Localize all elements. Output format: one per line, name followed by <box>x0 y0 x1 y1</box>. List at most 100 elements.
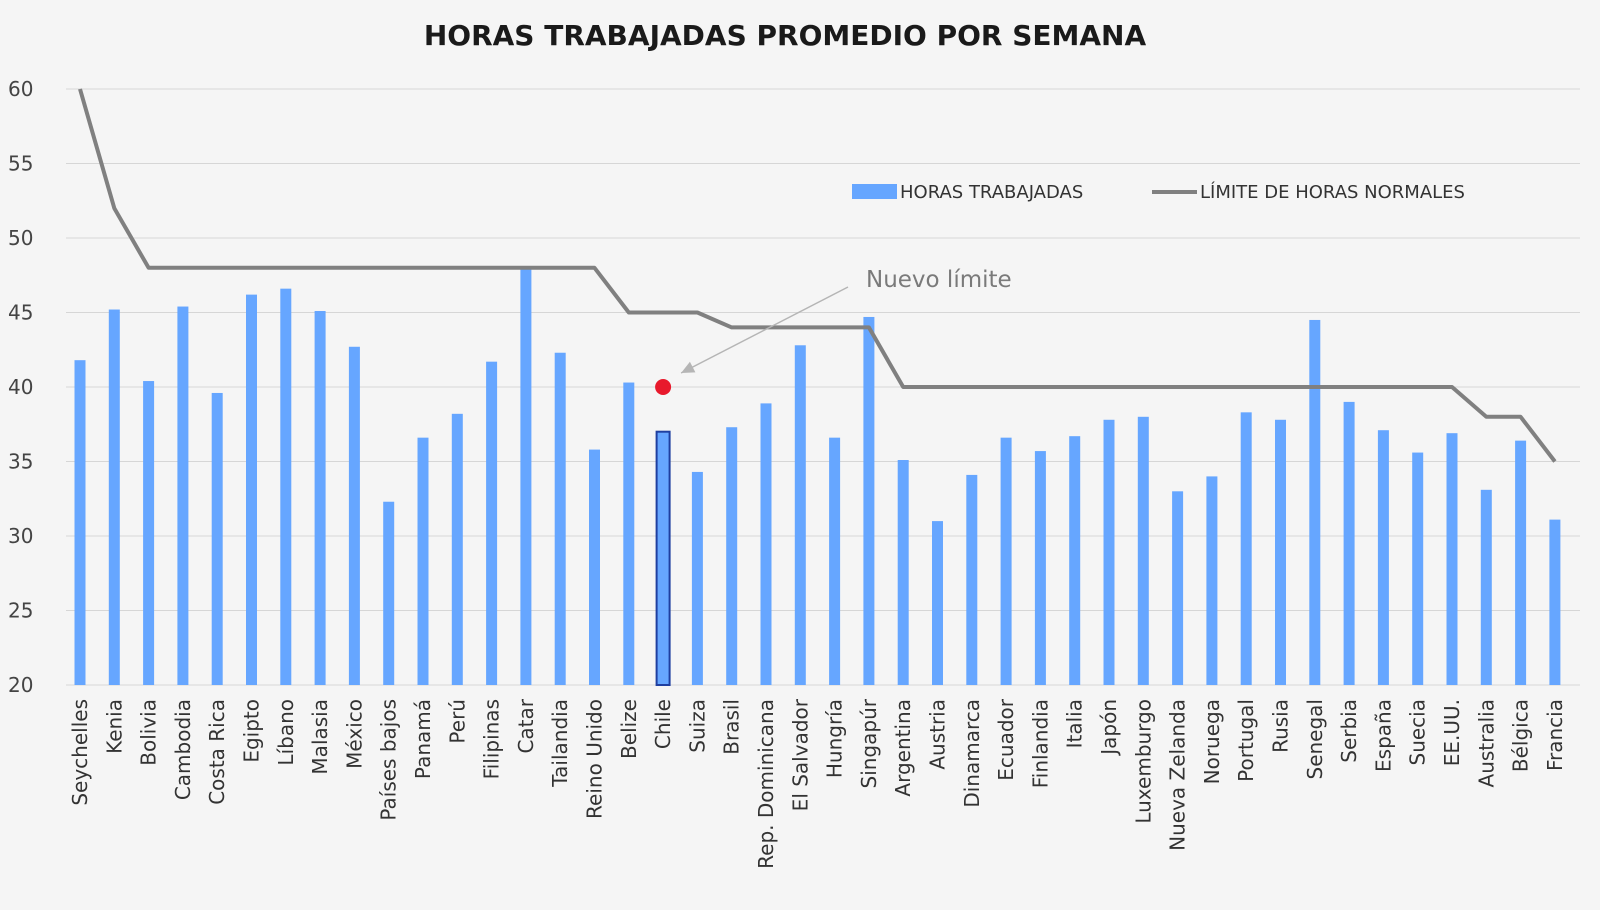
y-tick-label: 60 <box>8 77 33 101</box>
x-tick-label: Suiza <box>685 699 709 753</box>
x-tick-label: Seychelles <box>68 699 92 806</box>
limit-line <box>78 88 1557 463</box>
x-tick-label: Cambodia <box>171 699 195 800</box>
bar-suiza <box>691 471 703 685</box>
x-tick-label: Brasil <box>720 699 744 755</box>
bar-reino-unido <box>589 449 600 685</box>
x-tick-label: Bélgica <box>1509 699 1533 772</box>
bar-bélgica <box>1515 440 1527 685</box>
bar-seychelles <box>74 360 86 685</box>
bar-egipto <box>246 294 257 685</box>
bar-noruega <box>1206 476 1218 685</box>
x-tick-label: Serbia <box>1337 699 1361 763</box>
bars <box>74 267 1561 687</box>
bar-tailandia <box>554 352 566 685</box>
x-tick-label: Suecia <box>1406 699 1430 765</box>
x-tick-label: Líbano <box>274 699 298 766</box>
bar-suecia <box>1412 452 1424 685</box>
x-tick-label: Países bajos <box>377 699 401 821</box>
bar-belize <box>623 382 635 685</box>
annotation-arrowhead <box>681 361 696 373</box>
x-tick-label: Dinamarca <box>960 699 984 808</box>
x-tick-label: Luxemburgo <box>1131 699 1155 824</box>
x-tick-label: Francia <box>1543 699 1567 771</box>
bar-argentina <box>897 460 909 685</box>
x-tick-label: Kenia <box>102 699 126 754</box>
x-tick-label: Austria <box>926 699 950 770</box>
bar-ee-uu- <box>1446 433 1458 685</box>
bar-el-salvador <box>794 345 806 685</box>
x-tick-label: Catar <box>514 698 538 753</box>
legend-swatch-bars <box>852 184 897 199</box>
chart-title: HORAS TRABAJADAS PROMEDIO POR SEMANA <box>424 19 1147 52</box>
x-tick-label: Noruega <box>1200 699 1224 784</box>
x-tick-label: Nueva Zelanda <box>1166 699 1190 851</box>
bar-rusia <box>1275 419 1286 685</box>
bar-filipinas <box>486 361 498 685</box>
bar-chile <box>655 430 671 687</box>
legend: HORAS TRABAJADAS LÍMITE DE HORAS NORMALE… <box>852 181 1465 203</box>
x-axis: Seychelles Kenia Bolivia Cambodia Costa Rica… <box>68 698 1567 869</box>
bar-cambodia <box>177 306 189 685</box>
x-tick-label: Reino Unido <box>583 699 607 819</box>
x-tick-label: México <box>342 699 366 769</box>
bar-nueva-zelanda <box>1172 491 1184 685</box>
x-tick-label: Filipinas <box>480 699 504 779</box>
x-tick-label: Senegal <box>1303 699 1327 780</box>
x-tick-label: Tailandia <box>548 699 572 788</box>
x-tick-label: EE.UU. <box>1440 699 1464 766</box>
x-tick-label: Hungría <box>823 699 847 778</box>
x-tick-label: Malasia <box>308 699 332 775</box>
bar-líbano <box>280 288 292 685</box>
bar-italia <box>1069 436 1081 685</box>
y-tick-label: 30 <box>8 524 33 548</box>
bar-francia <box>1549 519 1561 685</box>
bar-finlandia <box>1034 451 1046 685</box>
bar-senegal <box>1309 319 1321 685</box>
y-tick-label: 40 <box>8 375 33 399</box>
x-tick-label: El Salvador <box>788 698 812 811</box>
bar-países-bajos <box>383 501 395 685</box>
bar-méxico <box>348 346 360 685</box>
x-tick-label: Panamá <box>411 699 435 779</box>
bar-malasia <box>314 311 326 685</box>
y-tick-label: 55 <box>8 152 33 176</box>
bar-dinamarca <box>966 474 978 685</box>
legend-label-bars: HORAS TRABAJADAS <box>900 182 1083 203</box>
x-tick-label: Australia <box>1474 699 1498 787</box>
annotation-text: Nuevo límite <box>866 267 1012 293</box>
annotation-arrow <box>680 286 849 374</box>
x-tick-label: España <box>1371 699 1395 772</box>
bar-ecuador <box>1000 437 1012 685</box>
x-tick-label: Finlandia <box>1028 699 1052 788</box>
y-tick-label: 20 <box>8 673 33 697</box>
x-tick-label: Belize <box>617 699 641 759</box>
x-tick-label: Ecuador <box>994 698 1018 780</box>
bar-kenia <box>108 309 120 685</box>
bar-portugal <box>1240 412 1252 685</box>
x-tick-label: Egipto <box>240 699 264 763</box>
limit-line-layer <box>78 88 1557 463</box>
x-tick-label: Rep. Dominicana <box>754 699 778 869</box>
y-axis: 20 25 30 35 40 45 50 55 60 <box>8 77 33 697</box>
annotation: Nuevo límite <box>655 267 1012 395</box>
y-tick-label: 50 <box>8 226 33 250</box>
bar-austria <box>932 521 943 685</box>
x-tick-label: Portugal <box>1234 699 1258 782</box>
bar-australia <box>1480 489 1492 685</box>
x-tick-label: Italia <box>1063 699 1087 748</box>
x-tick-label: Japón <box>1097 699 1121 757</box>
y-tick-label: 35 <box>8 450 33 474</box>
legend-label-line: LÍMITE DE HORAS NORMALES <box>1200 181 1465 203</box>
bar-japón <box>1103 419 1115 685</box>
x-tick-label: Chile <box>651 699 675 749</box>
bar-españa <box>1377 430 1389 685</box>
x-tick-label: Perú <box>445 699 469 744</box>
bar-catar <box>520 267 532 685</box>
x-tick-label: Argentina <box>891 699 915 797</box>
x-tick-label: Singapúr <box>857 698 881 788</box>
x-tick-label: Bolivia <box>137 699 161 766</box>
bar-serbia <box>1343 401 1355 685</box>
y-tick-label: 25 <box>8 599 33 623</box>
